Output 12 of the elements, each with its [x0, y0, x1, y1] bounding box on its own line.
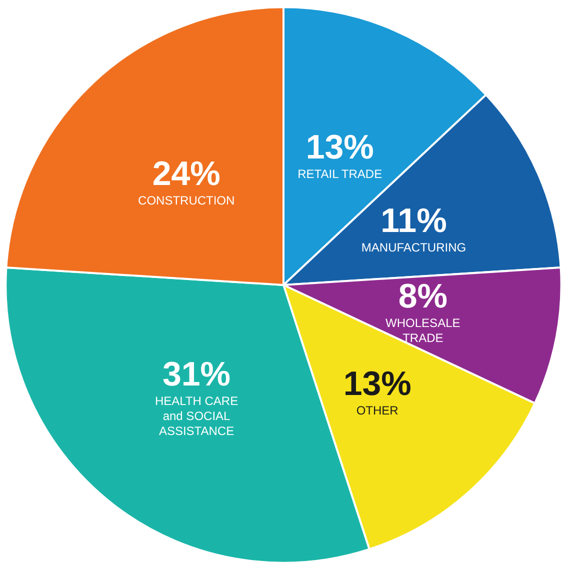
data-label: 8% [398, 278, 448, 316]
data-label: 24% [152, 155, 220, 194]
slice-label: OTHER [356, 403, 399, 418]
slice-label: WHOLESALE TRADE [386, 316, 460, 346]
slice-label: HEALTH CARE and SOCIAL ASSISTANCE [154, 394, 238, 438]
data-label: 13% [343, 364, 412, 403]
slice-label: RETAIL TRADE [298, 166, 382, 181]
slice-label: CONSTRUCTION [138, 194, 235, 208]
data-label: 11% [380, 202, 447, 240]
data-label: 13% [306, 128, 374, 166]
slice-label: MANUFACTURING [361, 240, 466, 255]
data-label: 31% [162, 356, 231, 394]
